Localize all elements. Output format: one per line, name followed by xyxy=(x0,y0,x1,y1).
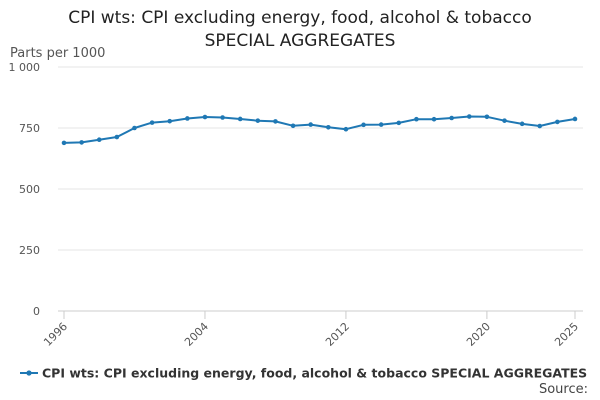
data-point[interactable] xyxy=(484,114,490,120)
data-point[interactable] xyxy=(290,123,296,129)
data-point[interactable] xyxy=(572,116,578,122)
data-point[interactable] xyxy=(149,120,155,125)
legend-swatch-marker xyxy=(26,370,32,376)
data-point[interactable] xyxy=(167,118,173,124)
data-point[interactable] xyxy=(237,116,243,122)
data-point[interactable] xyxy=(466,114,472,119)
data-point[interactable] xyxy=(79,140,84,145)
data-point[interactable] xyxy=(343,126,349,132)
data-point[interactable] xyxy=(378,122,384,127)
y-tick-label: 1 000 xyxy=(9,61,41,74)
x-tick-labels: 1996 2004 2012 2020 2025 xyxy=(41,320,581,349)
x-tick-label: 1996 xyxy=(41,320,70,349)
data-point[interactable] xyxy=(202,114,208,120)
y-tick-label: 0 xyxy=(33,305,40,318)
data-point[interactable] xyxy=(555,119,560,125)
legend[interactable]: CPI wts: CPI excluding energy, food, alc… xyxy=(20,366,587,381)
x-tick-label: 2012 xyxy=(323,320,352,349)
data-point[interactable] xyxy=(61,140,67,146)
x-tick-label: 2004 xyxy=(182,320,211,349)
x-tick-label: 2025 xyxy=(552,320,581,349)
data-point[interactable] xyxy=(431,116,437,122)
y-axis-label: Parts per 1000 xyxy=(10,46,105,61)
source-label: Source: xyxy=(539,382,588,397)
data-point[interactable] xyxy=(449,115,454,121)
data-point[interactable] xyxy=(537,123,543,129)
y-tick-label: 250 xyxy=(19,244,40,257)
y-tick-label: 750 xyxy=(19,122,40,135)
x-tick-label: 2020 xyxy=(464,320,493,349)
data-point[interactable] xyxy=(185,116,190,121)
data-point[interactable] xyxy=(519,121,525,127)
series-line xyxy=(63,115,576,144)
legend-item-label[interactable]: CPI wts: CPI excluding energy, food, alc… xyxy=(42,366,587,381)
data-point[interactable] xyxy=(361,122,366,128)
chart-title-line-2: SPECIAL AGGREGATES xyxy=(205,31,396,51)
data-point[interactable] xyxy=(396,120,402,126)
grid xyxy=(58,66,583,251)
data-point[interactable] xyxy=(414,116,419,122)
data-point[interactable] xyxy=(114,134,120,140)
chart-title-line-1: CPI wts: CPI excluding energy, food, alc… xyxy=(68,8,532,28)
y-tick-labels: 0 250 500 750 1 000 xyxy=(9,61,41,318)
axes xyxy=(58,310,583,319)
y-tick-label: 500 xyxy=(19,183,40,196)
data-point[interactable] xyxy=(255,118,261,123)
data-point[interactable] xyxy=(273,119,278,124)
data-point[interactable] xyxy=(220,115,225,120)
data-point[interactable] xyxy=(308,122,313,127)
data-point[interactable] xyxy=(96,137,102,143)
series-layer xyxy=(61,114,578,146)
data-point[interactable] xyxy=(502,118,507,123)
data-point[interactable] xyxy=(132,125,137,131)
data-point[interactable] xyxy=(326,124,331,130)
